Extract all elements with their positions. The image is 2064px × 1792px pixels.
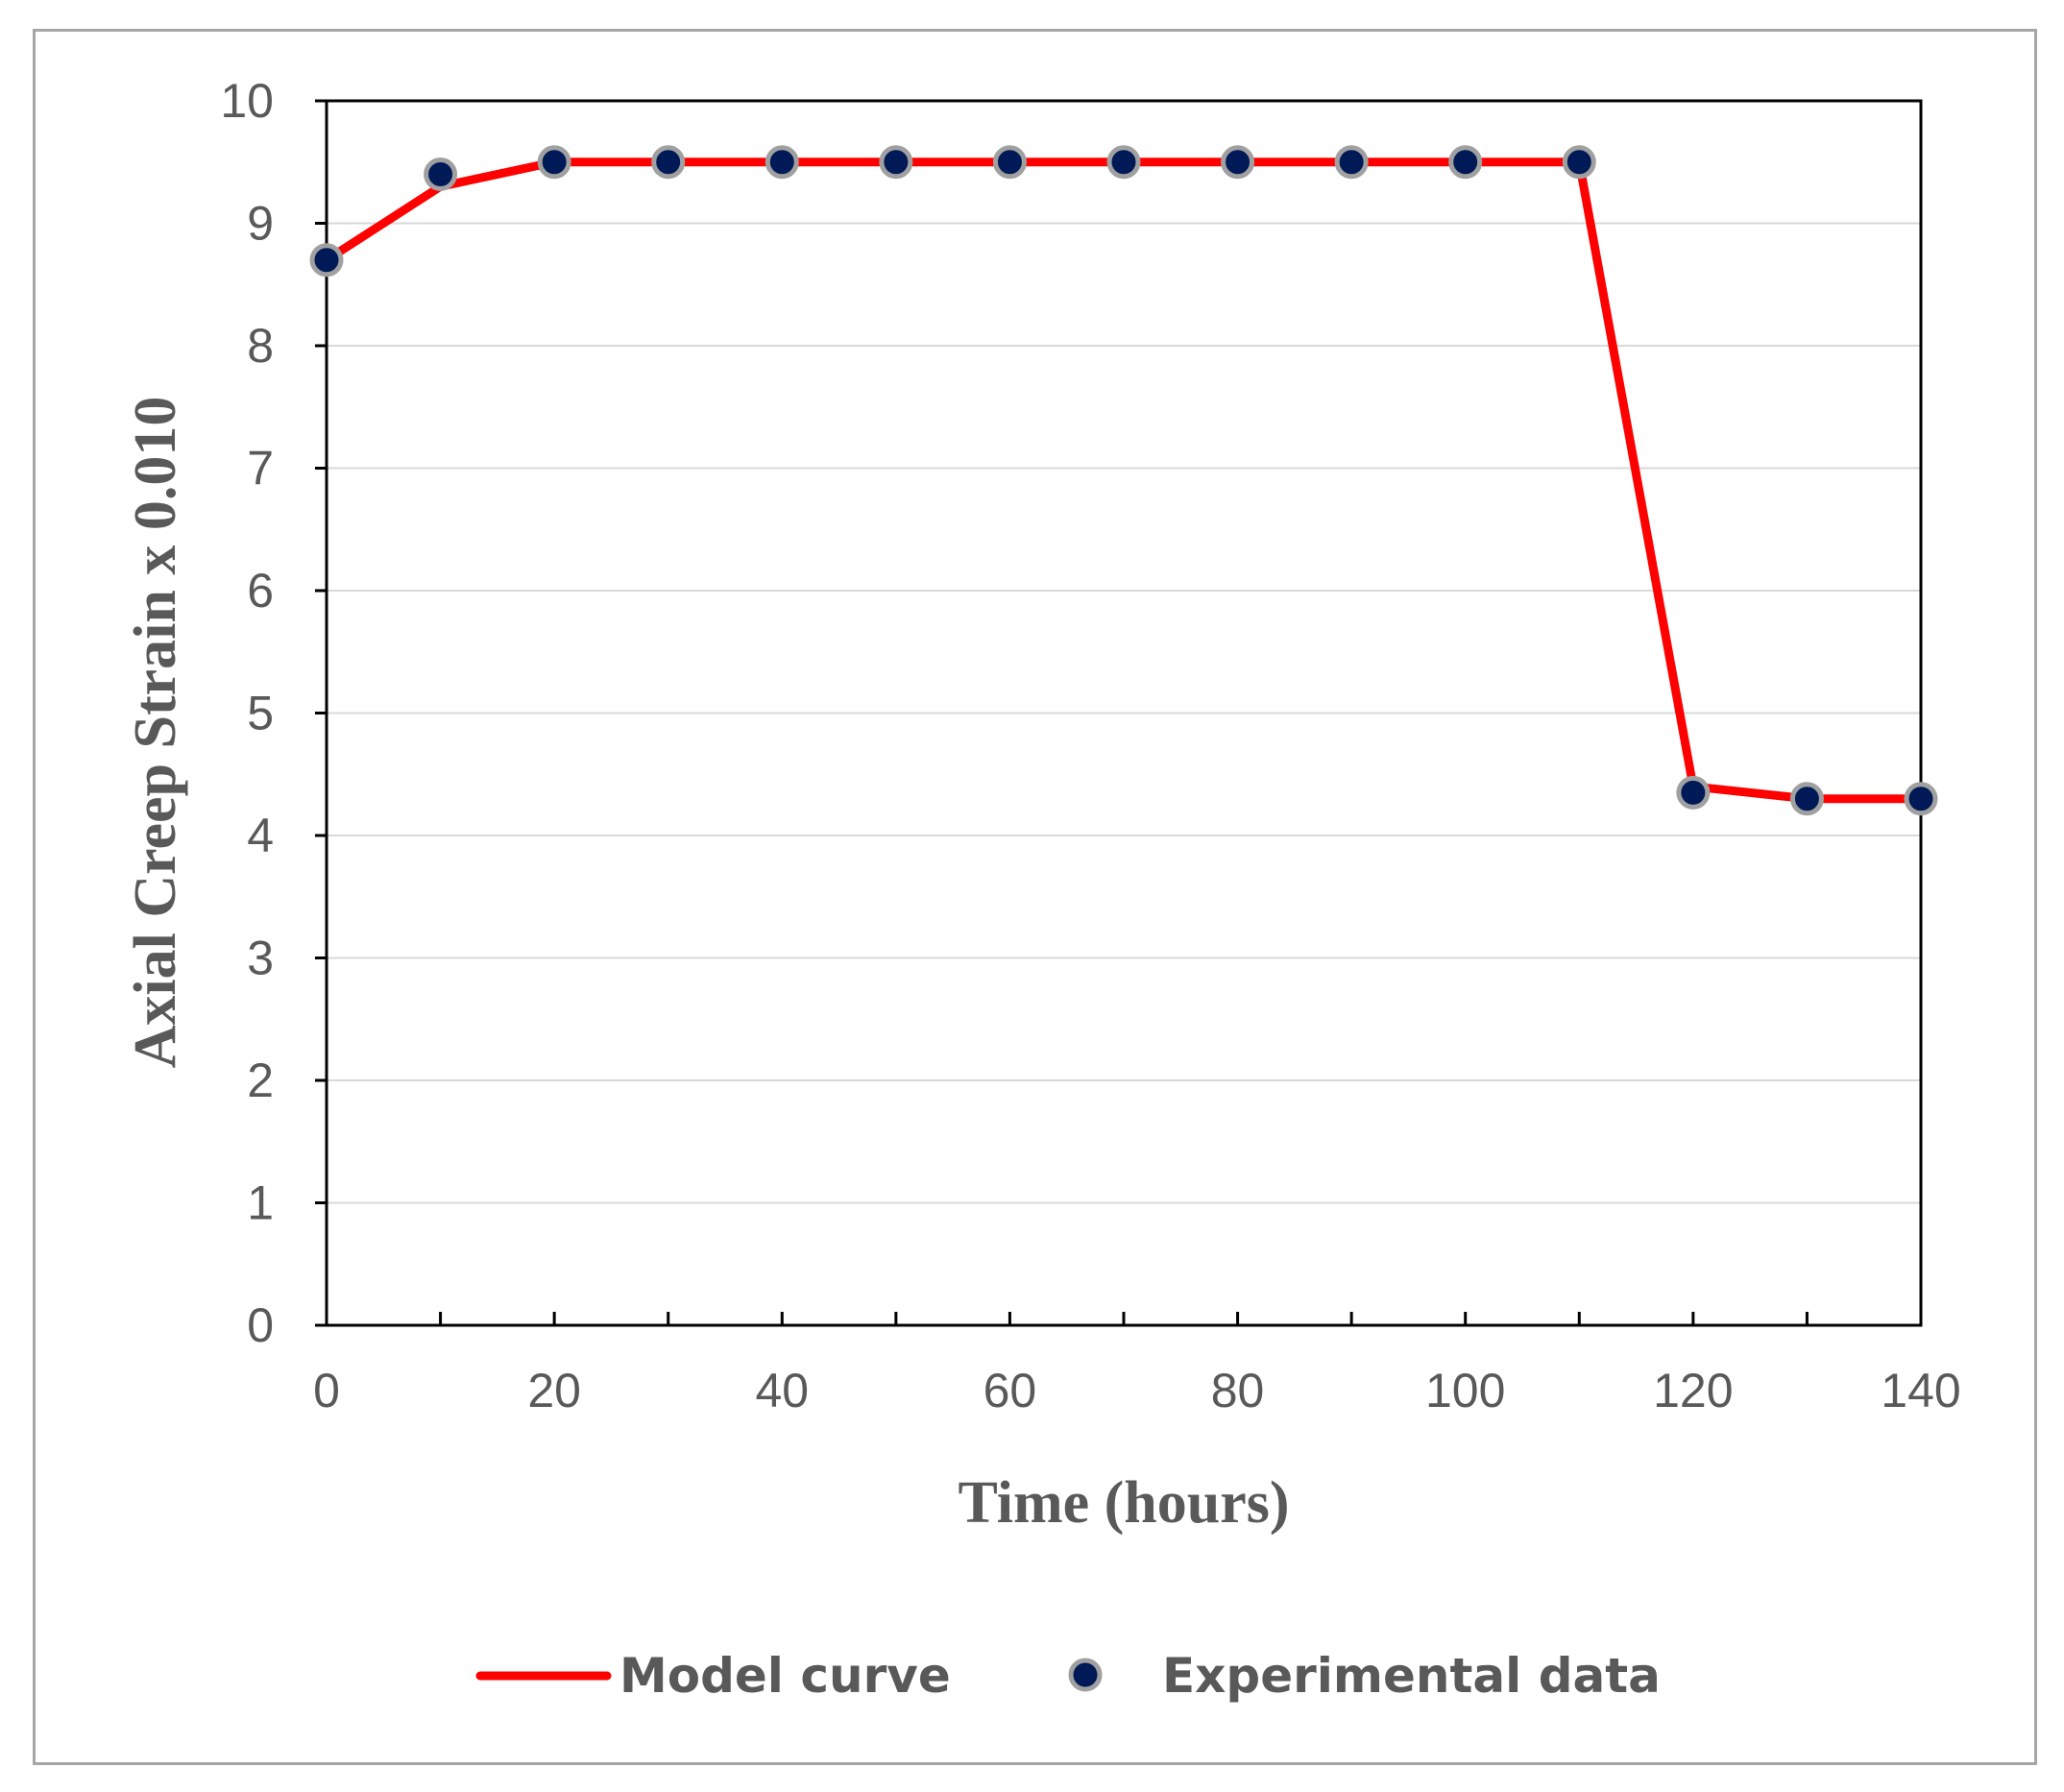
y-tick-label-8: 8	[247, 319, 274, 373]
legend-model-curve-label: Model curve	[619, 1648, 951, 1704]
x-tick-label-60: 60	[983, 1364, 1037, 1417]
x-axis-tick-labels: 0 20 40 60 80 100 120 140	[313, 1364, 1961, 1417]
experimental-data-point	[1789, 782, 1824, 816]
y-tick-label-7: 7	[247, 442, 274, 496]
experimental-data-point	[424, 157, 458, 191]
chart-frame	[33, 29, 2037, 1765]
y-tick-label-6: 6	[247, 564, 274, 618]
x-tick-label-100: 100	[1425, 1364, 1505, 1417]
experimental-data-point	[879, 145, 913, 180]
experimental-data-point	[1448, 145, 1483, 180]
experimental-data-point	[1106, 145, 1141, 180]
experimental-data-point	[1676, 775, 1711, 810]
x-tick-label-20: 20	[527, 1364, 581, 1417]
legend-experimental-data-swatch	[1068, 1658, 1103, 1692]
y-tick-label-10: 10	[220, 74, 274, 128]
experimental-data-point	[992, 145, 1027, 180]
axis-ticks	[315, 99, 1923, 1327]
y-tick-label-1: 1	[247, 1176, 274, 1230]
experimental-data-point	[1562, 145, 1596, 180]
model-curve-line	[322, 157, 1926, 804]
y-tick-label-5: 5	[247, 687, 274, 740]
experimental-data-point	[1904, 782, 1938, 816]
x-tick-label-0: 0	[313, 1364, 340, 1417]
x-tick-label-120: 120	[1653, 1364, 1733, 1417]
series	[309, 145, 1938, 816]
y-tick-label-9: 9	[247, 197, 274, 251]
experimental-data-point	[1221, 145, 1255, 180]
experimental-data-point	[537, 145, 571, 180]
y-tick-label-3: 3	[247, 932, 274, 985]
y-tick-label-0: 0	[247, 1298, 274, 1352]
experimental-data-point	[651, 145, 686, 180]
legend: Model curve Experimental data	[475, 1648, 1661, 1704]
x-tick-label-40: 40	[755, 1364, 809, 1417]
experimental-data-point	[765, 145, 799, 180]
x-axis-title: Time (hours)	[958, 1470, 1289, 1536]
y-axis-tick-labels: 0 1 2 3 4 5 6 7 8 9 10	[220, 74, 274, 1352]
experimental-data-point	[1334, 145, 1369, 180]
legend-experimental-data-label: Experimental data	[1162, 1648, 1661, 1704]
x-tick-label-140: 140	[1881, 1364, 1960, 1417]
x-tick-label-80: 80	[1211, 1364, 1265, 1417]
y-tick-label-2: 2	[247, 1053, 274, 1107]
experimental-data-point	[309, 243, 344, 278]
y-tick-label-4: 4	[247, 809, 274, 862]
y-axis-title: Axial Creep Strain x 0.010	[123, 397, 188, 1069]
